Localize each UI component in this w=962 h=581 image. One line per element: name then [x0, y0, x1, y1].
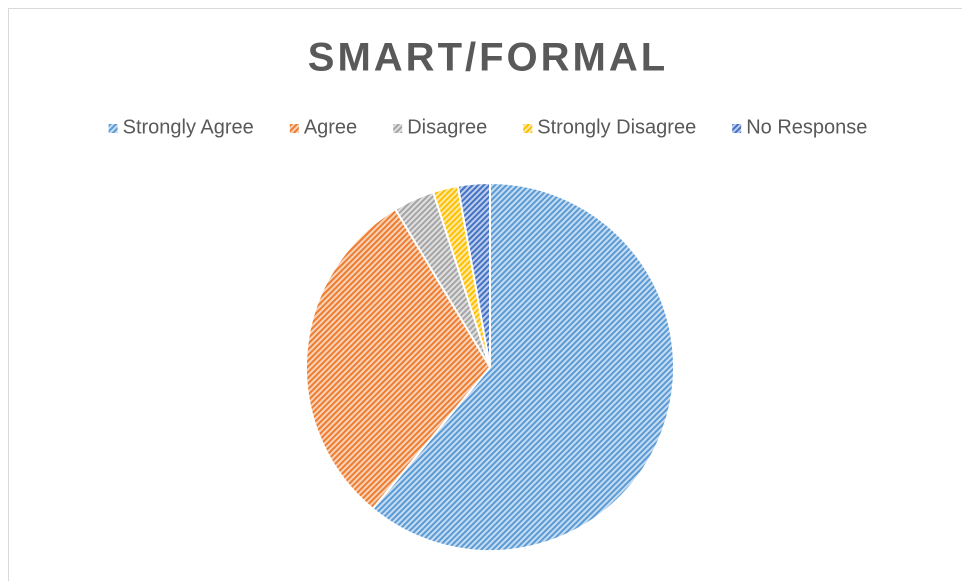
legend-label: No Response — [746, 116, 867, 138]
legend-label: Disagree — [407, 116, 487, 138]
legend-marker — [732, 124, 742, 133]
legend-marker — [523, 124, 533, 133]
pie-slice — [456, 181, 491, 368]
legend-label: Strongly Disagree — [537, 116, 696, 138]
legend-label: Strongly Agree — [123, 116, 254, 138]
pie-slice — [371, 181, 675, 552]
pie-slice — [305, 207, 492, 511]
legend-marker — [393, 124, 403, 133]
legend: Strongly Agree Agree Disagree Strongly Disa… — [108, 116, 867, 138]
legend-marker — [289, 124, 299, 133]
legend-marker — [108, 124, 118, 133]
chart-title: SMART/FORMAL — [308, 36, 668, 80]
legend-label: Agree — [304, 116, 357, 138]
